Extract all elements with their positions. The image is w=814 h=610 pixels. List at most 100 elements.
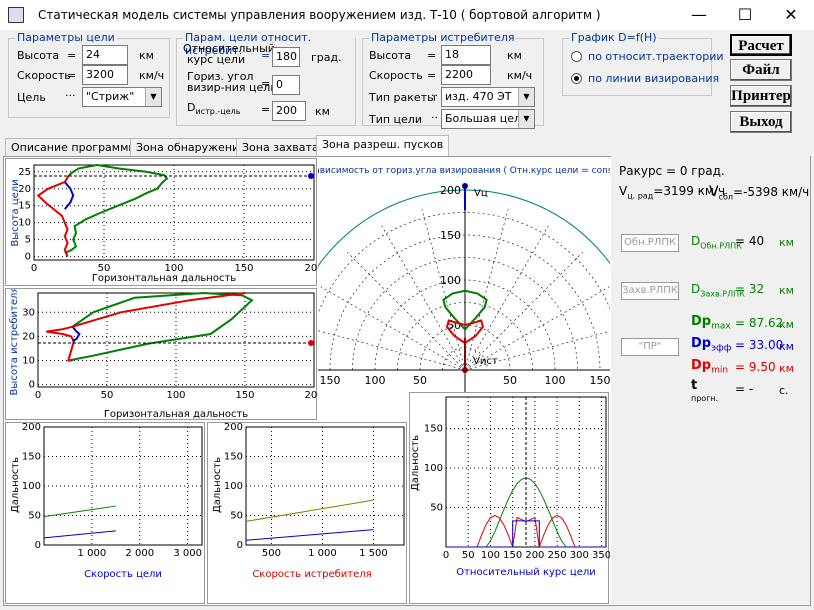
fighter-altitude-plot: 0 50 100 150 200 0 10 20 30 Горизонтальная дальн… (5, 288, 318, 420)
missile-type-select[interactable]: изд. 470 ЭТ ▼ (441, 87, 535, 107)
target-marker (308, 173, 314, 179)
y-tick-label: 0 (25, 252, 31, 263)
polar-spoke (381, 225, 466, 371)
target-speed-label: Скорость (17, 69, 71, 82)
unit-label: км/ч (139, 69, 165, 82)
radio-line-of-sight[interactable] (571, 73, 582, 84)
series-red (72, 292, 246, 328)
polar-spoke (347, 252, 466, 371)
course-input[interactable]: 180 (272, 47, 300, 67)
x-tick-label: 0 (35, 390, 41, 401)
missile-type-label: Тип ракеты (369, 91, 436, 104)
v-closing: Vсбл=-5398 км/ч (709, 184, 810, 202)
x-tick-label: 100 (365, 374, 386, 387)
target-select[interactable]: "Стриж" ▼ (82, 87, 162, 107)
series-red (36, 174, 70, 257)
tab-detection-zone[interactable]: Зона обнаружения (130, 138, 252, 156)
x-tick-label: 0 (31, 263, 37, 274)
x-tick-label: 150 (320, 374, 341, 387)
y-tick-label: 150 (424, 424, 443, 435)
fighter-params-group: Параметры истребителя Высота = 18 км Ско… (362, 31, 544, 129)
fighter-speed-label: Скорость (369, 69, 423, 82)
dp-eff-label: Dpэфф (691, 336, 732, 354)
window-title: Статическая модель системы управления во… (38, 8, 601, 22)
angle-label: Гориз. угол визир-ния цели (187, 70, 278, 94)
chevron-down-icon: ▼ (518, 88, 534, 106)
target-altitude-input[interactable]: 24 (82, 45, 128, 65)
angle-input[interactable]: 0 (272, 75, 300, 95)
x-tick-label: 2 000 (125, 548, 154, 559)
x-tick-label: 150 (234, 263, 253, 274)
vc-label: Vц (474, 188, 488, 199)
y-tick-label: 200 (440, 184, 461, 197)
unit-label: град. (311, 51, 342, 64)
group-title: Парам. цели относит. истребит. (183, 31, 355, 57)
close-button[interactable]: ✕ (784, 5, 798, 24)
y-tick-label: 100 (424, 463, 443, 474)
target-altitude-label: Высота (17, 49, 60, 62)
y-tick-label: 50 (28, 511, 41, 522)
range-vs-fighter-speed-plot: 500 1 000 1 500 0 50 100 150 200 Скорость истре… (207, 422, 407, 604)
distance-input[interactable]: 200 (272, 101, 306, 121)
plot-frame (245, 426, 405, 546)
v-radial: Vц. рад=3199 км/ч (619, 184, 726, 201)
target-type-label: Цель (17, 91, 46, 104)
dp-max-value: = 87.62 (735, 316, 784, 330)
y-tick-label: 10 (18, 218, 31, 229)
y-tick-label: 20 (18, 184, 31, 195)
detection-range: DОбн.РЛПК (691, 234, 742, 251)
printer-button[interactable]: Принтер (730, 85, 792, 107)
pr-box: "ПР" (621, 338, 679, 356)
tab-description[interactable]: Описание программы (5, 138, 144, 156)
polar-spoke (318, 330, 466, 371)
chevron-down-icon: ▼ (145, 88, 161, 106)
target-point (462, 183, 468, 189)
tab-capture-zone[interactable]: Зона захвата (236, 138, 325, 156)
course-label: Относительный курс цели (183, 42, 275, 66)
x-tick-label: 350 (592, 550, 610, 561)
radio-relative-trajectory[interactable] (571, 51, 582, 62)
y-tick-label: 150 (440, 229, 461, 242)
fighter-marker (308, 340, 314, 346)
fighter-speed-input[interactable]: 2200 (441, 65, 491, 85)
exit-button[interactable]: Выход (730, 111, 792, 133)
polar-ring (318, 212, 610, 315)
unit-label: км (139, 49, 154, 62)
unit-label: км (779, 340, 794, 353)
vist-label: Vист (473, 356, 498, 367)
target-class-select[interactable]: Большая цель ▼ (441, 109, 535, 129)
calculate-button[interactable]: Расчет (730, 34, 792, 56)
x-axis-label: Горизонтальная дальность (104, 409, 248, 420)
series-green (64, 163, 169, 255)
maximize-button[interactable]: ☐ (737, 5, 753, 24)
x-tick-label: 200 (304, 390, 318, 401)
capture-value: = 32 (735, 282, 765, 296)
tab-launch-zone[interactable]: Зона разреш. пусков (316, 135, 450, 157)
x-axis-label: Скорость цели (84, 569, 162, 580)
file-button[interactable]: Файл (730, 59, 792, 81)
fighter-altitude-input[interactable]: 18 (441, 45, 491, 65)
fighter-point (462, 367, 468, 373)
minimize-button[interactable]: — (691, 5, 707, 24)
target-altitude-plot: 0 50 100 150 200 0 5 10 15 20 25 Горизонтальная да… (5, 158, 318, 286)
series-blue (446, 520, 606, 548)
group-title: Параметры цели (15, 31, 117, 44)
polar-spoke (464, 209, 509, 371)
x-tick-label: 0 (443, 550, 449, 561)
y-tick-label: 50 (230, 511, 243, 522)
x-tick-label: 250 (548, 550, 567, 561)
y-tick-label: 200 (224, 423, 243, 433)
group-title: Параметры истребителя (369, 31, 517, 44)
unit-label: км (315, 105, 330, 118)
x-axis-label: Скорость истребителя (252, 569, 371, 580)
capture-range: DЗахв.РЛПК (691, 282, 745, 299)
dp-min-value: = 9.50 (735, 360, 776, 374)
y-tick-label: 0 (237, 540, 243, 551)
target-speed-input[interactable]: 3200 (82, 65, 128, 85)
x-tick-label: 1 000 (78, 548, 107, 559)
y-tick-label: 100 (224, 481, 243, 492)
y-tick-label: 0 (29, 380, 35, 391)
x-tick-label: 50 (462, 550, 475, 561)
graph-option-group: График D=f(H) по относит.траектории по л… (562, 31, 724, 96)
capture-box: Захв.РЛПК (621, 282, 679, 300)
